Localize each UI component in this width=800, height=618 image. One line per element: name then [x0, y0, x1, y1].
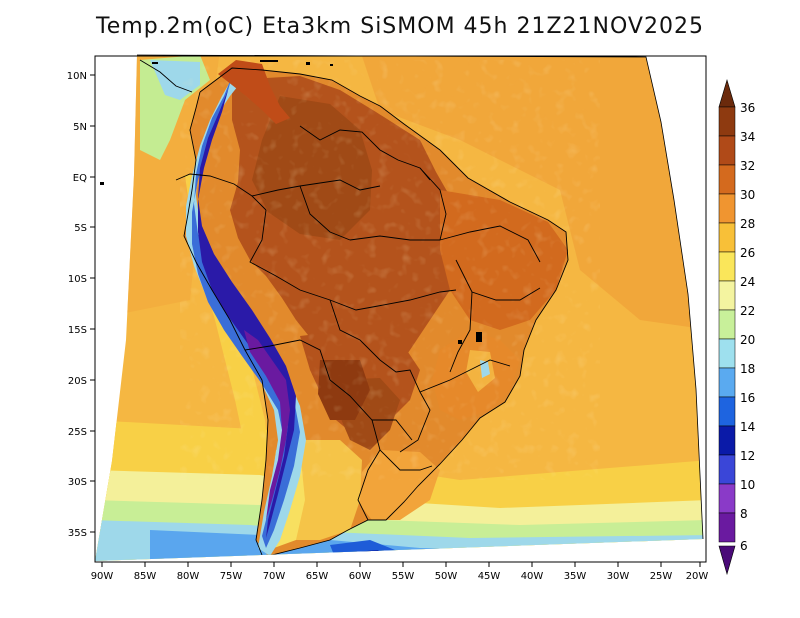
lon-label: 85W	[134, 571, 157, 582]
map-title: Temp.2m(oC) Eta3km SiSMOM 45h 21Z21NOV20…	[96, 14, 704, 39]
colorbar-label: 30	[740, 188, 755, 202]
lon-label: 50W	[435, 571, 458, 582]
colorbar-label: 8	[740, 507, 748, 521]
colorbar-label: 36	[740, 101, 755, 115]
colorbar-swatch	[718, 338, 736, 369]
lon-label: 35W	[564, 571, 587, 582]
colorbar-label: 10	[740, 478, 755, 492]
lon-label: 60W	[349, 571, 372, 582]
colorbar-label: 26	[740, 246, 755, 260]
map-frame	[94, 55, 707, 563]
colorbar-swatch	[718, 483, 736, 514]
colorbar-label: 22	[740, 304, 755, 318]
lat-label: 5N	[73, 122, 87, 133]
lon-label: 90W	[91, 571, 114, 582]
colorbar-swatch	[718, 309, 736, 340]
colorbar-label: 12	[740, 449, 755, 463]
lon-label: 45W	[478, 571, 501, 582]
colorbar-swatch	[718, 251, 736, 282]
lon-label: 70W	[263, 571, 286, 582]
colorbar-label: 20	[740, 333, 755, 347]
colorbar-swatch	[718, 106, 736, 137]
colorbar-swatch	[718, 396, 736, 427]
colorbar-label: 18	[740, 362, 755, 376]
colorbar: 36 34 32 30 28 26 24 22 20 18 16 14 12 1…	[718, 78, 755, 576]
lat-label: 10N	[67, 71, 87, 82]
lon-label: 25W	[650, 571, 673, 582]
lon-label: 40W	[521, 571, 544, 582]
lat-label: 15S	[68, 325, 87, 336]
lat-label: 10S	[68, 274, 87, 285]
colorbar-label: 34	[740, 130, 755, 144]
colorbar-swatch	[718, 454, 736, 485]
lon-label: 20W	[686, 571, 709, 582]
lon-label: 55W	[392, 571, 415, 582]
colorbar-swatch	[718, 367, 736, 398]
latitude-axis: 10N 5N EQ 5S 10S 15S 20S 25S 30S 35S	[67, 71, 95, 539]
lat-label: 35S	[68, 528, 87, 539]
colorbar-label: 16	[740, 391, 755, 405]
colorbar-min-arrow	[718, 545, 736, 576]
lat-label: 30S	[68, 477, 87, 488]
lat-label: 20S	[68, 376, 87, 387]
colorbar-label: 24	[740, 275, 755, 289]
lon-label: 65W	[306, 571, 329, 582]
lon-label: 75W	[220, 571, 243, 582]
lat-label: EQ	[73, 173, 87, 184]
country-borders	[139, 59, 569, 557]
lat-label: 25S	[68, 427, 87, 438]
islands	[100, 60, 482, 344]
colorbar-swatch	[718, 222, 736, 253]
lon-label: 30W	[607, 571, 630, 582]
colorbar-swatch	[718, 512, 736, 543]
colorbar-label: 32	[740, 159, 755, 173]
colorbar-label: 14	[740, 420, 755, 434]
colorbar-max-arrow	[718, 78, 736, 108]
longitude-axis: 90W 85W 80W 75W 70W 65W 60W 55W 50W 45W …	[91, 562, 709, 582]
colorbar-label: 6	[740, 539, 748, 553]
colorbar-swatch	[718, 164, 736, 195]
colorbar-swatch	[718, 425, 736, 456]
colorbar-label: 28	[740, 217, 755, 231]
lon-label: 80W	[177, 571, 200, 582]
lat-label: 5S	[74, 223, 87, 234]
colorbar-swatch	[718, 135, 736, 166]
colorbar-swatch	[718, 280, 736, 311]
temperature-field	[95, 55, 703, 561]
colorbar-swatch	[718, 193, 736, 224]
